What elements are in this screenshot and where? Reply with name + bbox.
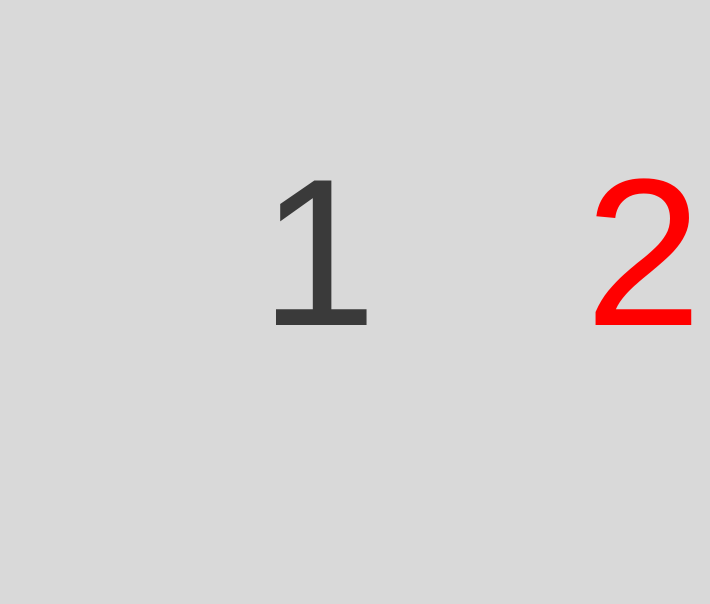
page-number-1[interactable]: 1 <box>260 135 377 370</box>
page-number-2[interactable]: 2 <box>585 135 702 370</box>
page-indicator: 1 2 <box>0 135 710 370</box>
